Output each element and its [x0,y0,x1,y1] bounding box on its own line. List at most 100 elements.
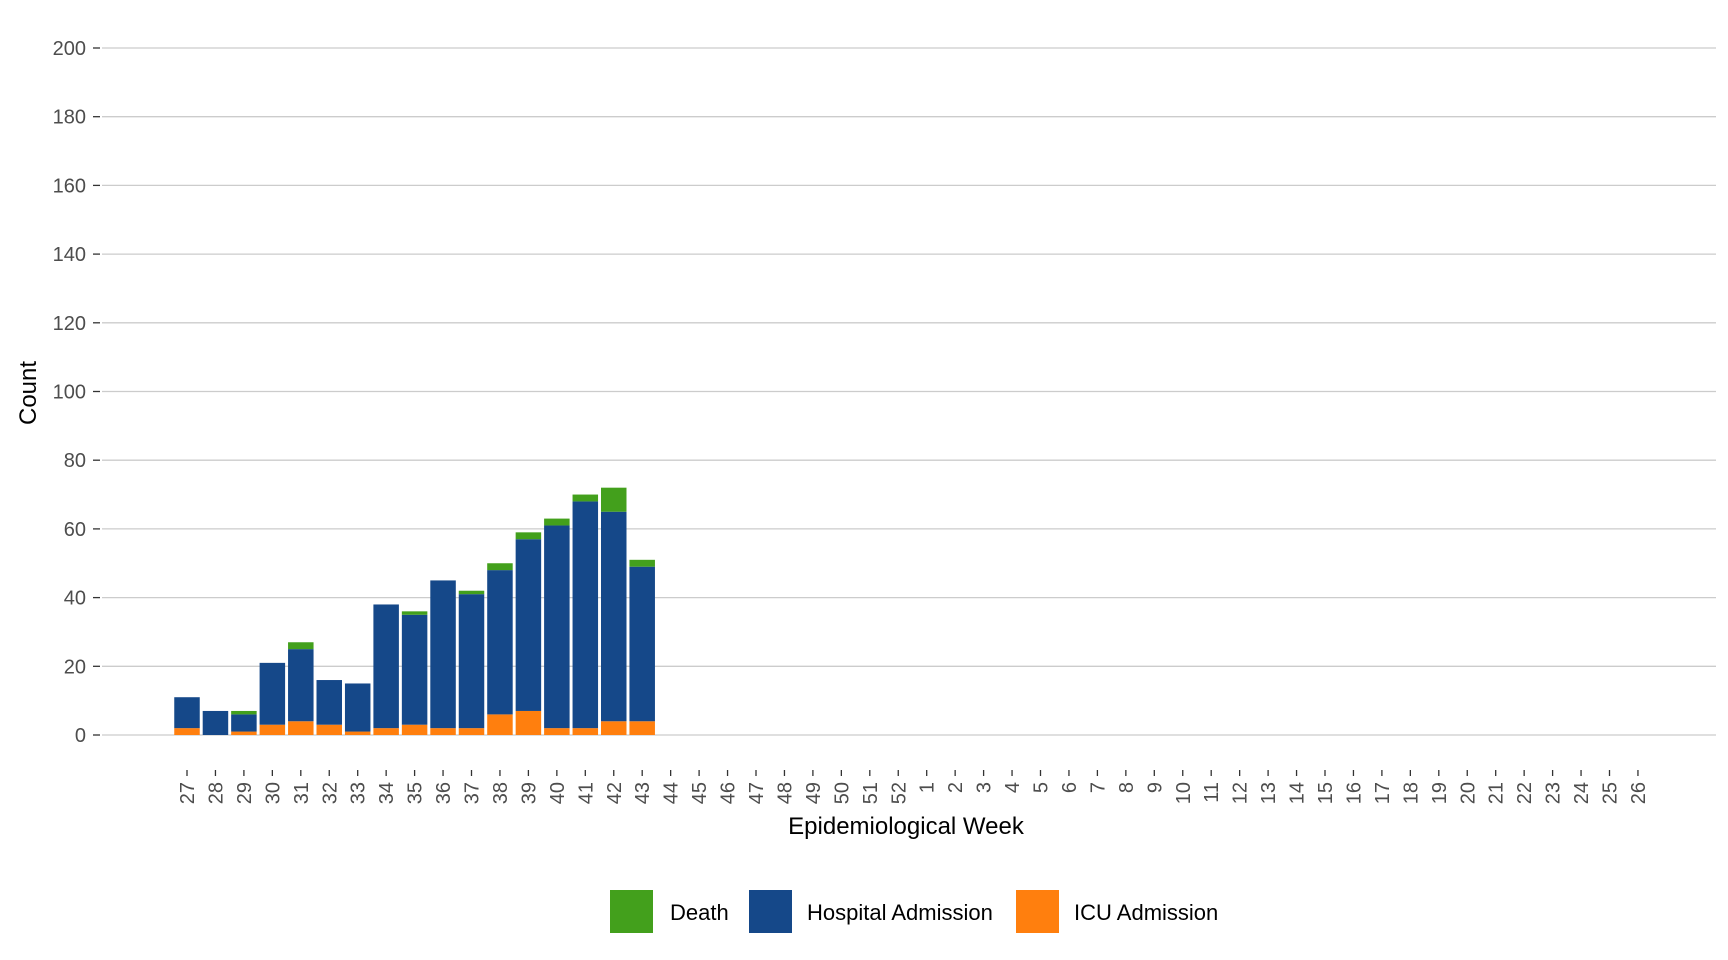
x-tick-label: 37 [462,782,484,804]
y-tick-label: 160 [53,175,86,197]
bar-segment [231,710,257,715]
x-tick-label: 12 [1230,782,1252,804]
bar-segment [572,501,599,729]
bar-segment [601,721,627,735]
bar-segment [458,728,485,735]
x-tick-label: 50 [831,782,853,804]
bar-segment [430,728,456,735]
x-tick-label: 44 [661,782,683,804]
x-tick-label: 29 [234,782,256,804]
x-tick-label: 26 [1628,782,1650,804]
legend-label: ICU Admission [1074,900,1218,925]
x-tick-label: 1 [917,782,939,793]
x-tick-label: 18 [1400,782,1422,804]
bar-segment [572,494,599,502]
bar-segment [458,590,485,595]
y-axis: 0 20 40 60 80 100 120 140 160 180 200 [53,38,100,747]
x-tick-label: 45 [689,782,711,804]
legend-key [610,890,653,933]
x-tick-label: 14 [1287,782,1309,804]
legend-key [1016,890,1059,933]
x-tick-label: 17 [1372,782,1394,804]
x-tick-label: 13 [1258,782,1280,804]
x-tick-label: 35 [405,782,427,804]
bar-segment [231,731,257,735]
x-tick-label: 2 [945,782,967,793]
x-tick-label: 19 [1429,782,1451,804]
x-tick-label: 42 [604,782,626,804]
legend-label: Hospital Admission [807,900,993,925]
bar-segment [344,683,371,732]
x-axis-title: Epidemiological Week [788,813,1025,840]
x-tick-label: 51 [860,782,882,804]
bar-segment [544,728,570,735]
x-tick-label: 48 [774,782,796,804]
x-tick-label: 16 [1343,782,1365,804]
x-tick-label: 28 [205,782,227,804]
x-tick-label: 52 [888,782,910,804]
bar-segment [344,731,371,735]
bar-segment [259,724,286,735]
x-tick-label: 20 [1457,782,1479,804]
x-tick-label: 15 [1315,782,1337,804]
bar-segment [601,511,627,722]
x-tick-label: 25 [1600,782,1622,804]
bar-segment [259,662,286,725]
x-tick-label: 33 [348,782,370,804]
x-tick-label: 4 [1002,782,1024,793]
y-tick-label: 200 [53,38,86,60]
x-tick-label: 39 [518,782,540,804]
x-tick-label: 49 [803,782,825,804]
x-tick-label: 31 [291,782,313,804]
bar-segment [174,728,200,735]
bar-segment [487,563,513,571]
bar-segment [316,680,342,725]
x-tick-label: 8 [1116,782,1138,793]
y-tick-label: 60 [64,519,86,541]
y-axis-title: Count [15,361,42,425]
x-tick-label: 30 [262,782,284,804]
bar-segment [316,724,342,735]
legend: Death Hospital Admission ICU Admission [610,890,1218,933]
bar-segment [231,714,257,732]
bar-segment [202,710,229,735]
bar-segment [515,539,542,711]
x-tick-label: 24 [1571,782,1593,804]
bar-segment [373,604,399,729]
y-tick-label: 120 [53,313,86,335]
bar-segment [401,611,428,615]
bar-segment [629,566,655,722]
x-tick-label: 36 [433,782,455,804]
y-tick-label: 20 [64,656,86,678]
x-tick-label: 27 [177,782,199,804]
x-tick-label: 23 [1543,782,1565,804]
bar-segment [401,724,428,735]
x-tick-label: 11 [1201,782,1223,803]
x-tick-label: 47 [746,782,768,804]
x-tick-label: 34 [376,782,398,804]
bar-segment [572,728,599,735]
bar-segment [544,518,570,526]
y-tick-label: 140 [53,244,86,266]
x-tick-label: 32 [319,782,341,804]
x-tick-label: 3 [974,782,996,793]
x-tick-label: 41 [575,782,597,804]
x-tick-label: 10 [1173,782,1195,804]
bar-segment [629,559,655,567]
legend-key [749,890,792,933]
x-tick-label: 7 [1087,782,1109,793]
bar-segment [629,721,655,735]
y-tick-label: 80 [64,450,86,472]
bar-segment [288,649,314,722]
bar-segment [288,642,314,650]
bar-segment [458,594,485,729]
y-tick-label: 100 [53,382,86,404]
gridlines [102,47,1716,736]
x-tick-label: 9 [1144,782,1166,793]
bar-segment [401,614,428,725]
x-axis: 27 28 29 30 31 32 33 34 35 36 37 38 39 40 41 42 43 44 45 46… [177,770,1650,804]
x-tick-label: 5 [1031,782,1053,793]
y-tick-label: 180 [53,107,86,129]
bar-segment [487,570,513,715]
